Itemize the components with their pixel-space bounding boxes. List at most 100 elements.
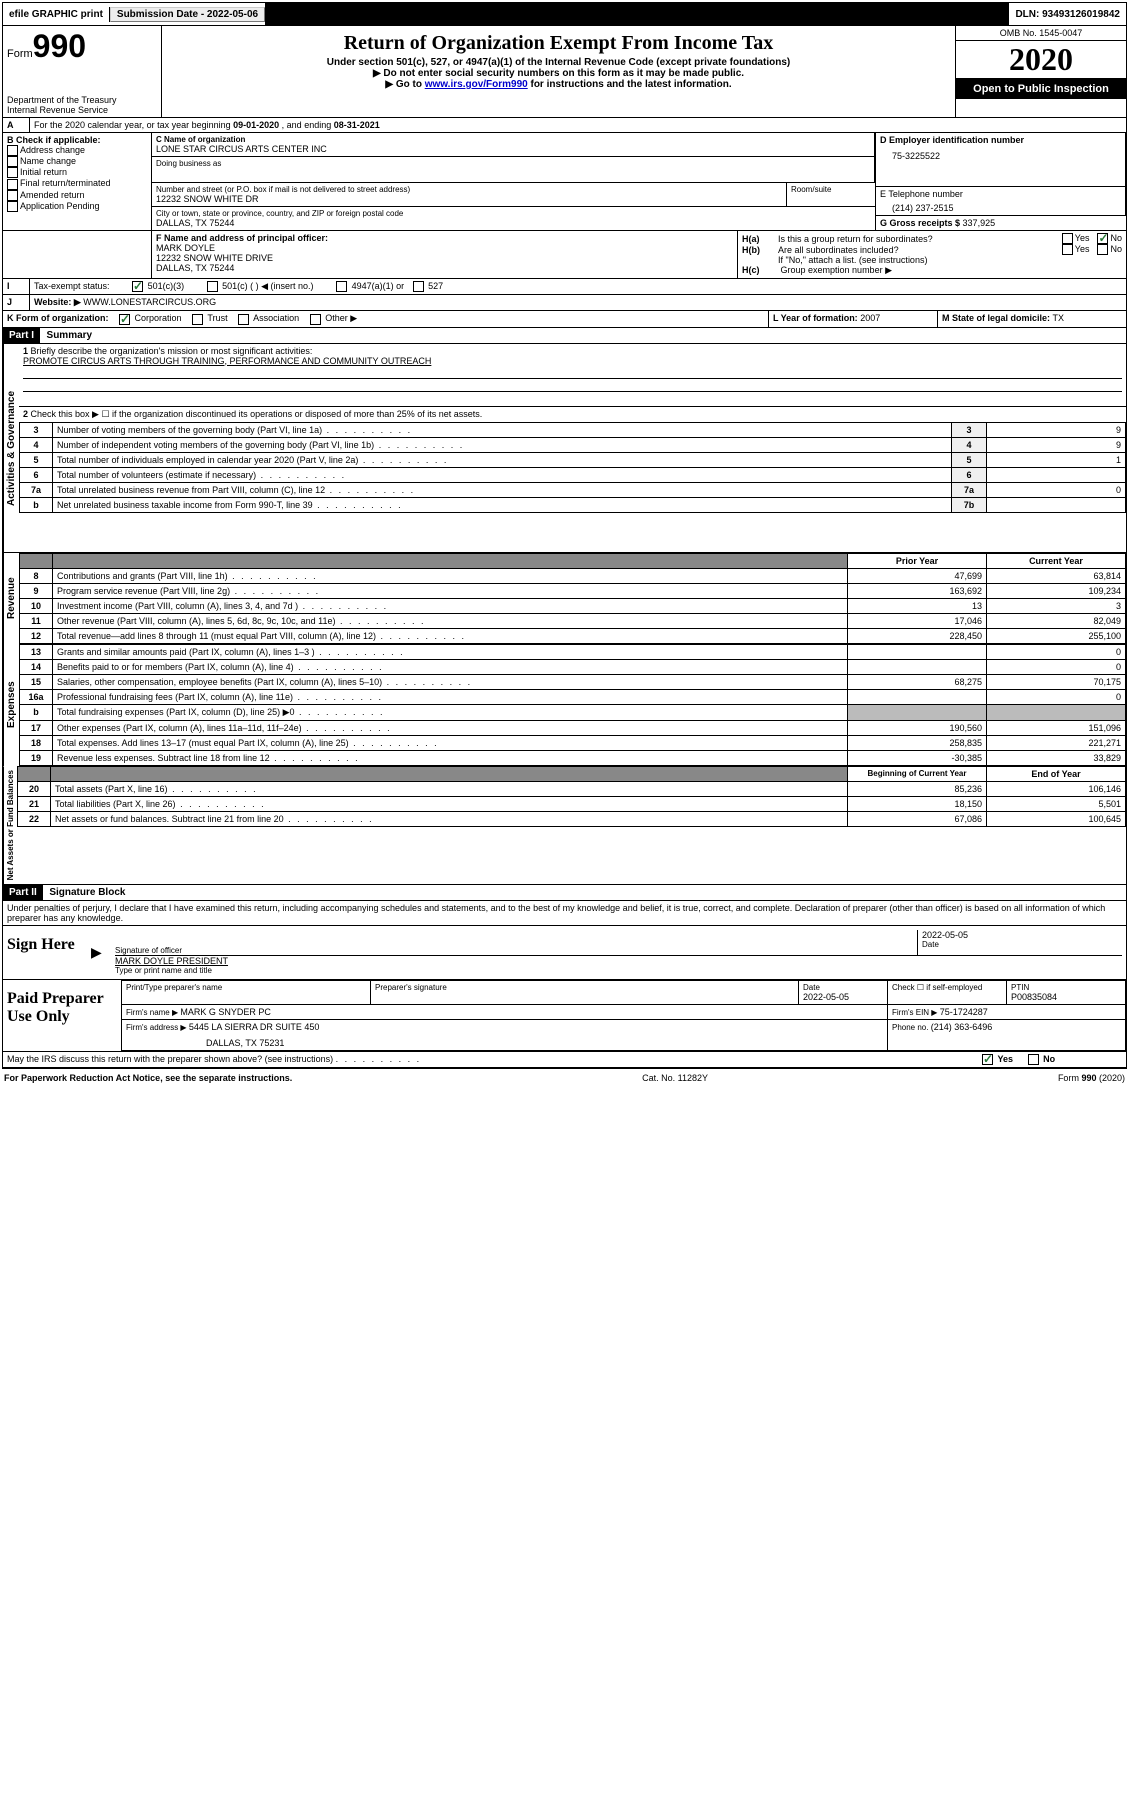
tax-year: 2020 <box>956 41 1126 79</box>
form-title: Return of Organization Exempt From Incom… <box>166 32 951 55</box>
opt-amended-return[interactable]: Amended return <box>7 190 147 201</box>
hb-no[interactable]: No <box>1097 244 1122 255</box>
box-f: F Name and address of principal officer:… <box>152 231 738 278</box>
firm-addr1: 5445 LA SIERRA DR SUITE 450 <box>189 1022 320 1032</box>
prep-sig-label: Preparer's signature <box>375 983 794 992</box>
gross-label: G Gross receipts $ <box>880 218 963 228</box>
part2-header-row: Part II Signature Block <box>3 884 1126 901</box>
line-i: I Tax-exempt status: 501(c)(3) 501(c) ( … <box>3 279 1126 295</box>
ha-no[interactable]: No <box>1097 233 1122 244</box>
discuss-row: May the IRS discuss this return with the… <box>3 1052 1126 1068</box>
opt-4947[interactable]: 4947(a)(1) or <box>336 281 404 291</box>
sig-name: MARK DOYLE PRESIDENT <box>115 956 1122 966</box>
sig-officer-label: Signature of officer <box>115 946 917 955</box>
topbar-spacer <box>265 3 1009 25</box>
tax-status-label: Tax-exempt status: <box>34 281 110 291</box>
current-year-header: Current Year <box>987 553 1126 568</box>
org-form-label: K Form of organization: <box>7 313 109 323</box>
domicile-value: TX <box>1053 313 1065 323</box>
footer-left: For Paperwork Reduction Act Notice, see … <box>4 1073 292 1083</box>
opt-address-change[interactable]: Address change <box>7 145 147 156</box>
table-row: 10Investment income (Part VIII, column (… <box>20 598 1126 613</box>
firm-name: MARK G SNYDER PC <box>180 1007 271 1017</box>
expenses-block: Expenses 13Grants and similar amounts pa… <box>3 644 1126 766</box>
prep-ptin-label: PTIN <box>1011 983 1121 992</box>
submission-date-button[interactable]: Submission Date - 2022-05-06 <box>110 7 265 22</box>
header-left: Form990 Department of the Treasury Inter… <box>3 26 162 117</box>
firm-ein-label: Firm's EIN ▶ <box>892 1008 940 1017</box>
table-row: 13Grants and similar amounts paid (Part … <box>20 644 1126 659</box>
ein-value: 75-3225522 <box>880 145 1121 161</box>
opt-501c3[interactable]: 501(c)(3) <box>132 281 184 291</box>
phone-value: (214) 237-2515 <box>880 199 1121 213</box>
firm-name-label: Firm's name ▶ <box>126 1008 180 1017</box>
website-value: WWW.LONESTARCIRCUS.ORG <box>83 297 216 307</box>
table-row: bNet unrelated business taxable income f… <box>20 497 1126 512</box>
fh-block: F Name and address of principal officer:… <box>3 231 1126 279</box>
opt-assoc[interactable]: Association <box>238 313 299 323</box>
table-row: 11Other revenue (Part VIII, column (A), … <box>20 613 1126 628</box>
org-name-label: C Name of organization <box>156 135 870 144</box>
table-row: 7aTotal unrelated business revenue from … <box>20 482 1126 497</box>
net-vlabel: Net Assets or Fund Balances <box>3 766 17 884</box>
hb-yes[interactable]: Yes <box>1062 244 1090 255</box>
sig-name-label: Type or print name and title <box>115 966 1122 975</box>
prep-check-label: Check ☐ if self-employed <box>892 983 1002 992</box>
perjury-declaration: Under penalties of perjury, I declare th… <box>3 901 1126 926</box>
exp-vlabel: Expenses <box>3 644 19 766</box>
table-row: 17Other expenses (Part IX, column (A), l… <box>20 720 1126 735</box>
room-label: Room/suite <box>791 185 871 194</box>
table-row: 22Net assets or fund balances. Subtract … <box>18 811 1126 826</box>
gross-value: 337,925 <box>963 218 996 228</box>
opt-trust[interactable]: Trust <box>192 313 228 323</box>
officer-addr2: DALLAS, TX 75244 <box>156 263 733 273</box>
discuss-no[interactable]: No <box>1028 1054 1056 1064</box>
ha-label: H(a) <box>742 234 778 244</box>
opt-initial-return[interactable]: Initial return <box>7 167 147 178</box>
ha-yes[interactable]: Yes <box>1062 233 1090 244</box>
officer-label: F Name and address of principal officer: <box>156 233 733 243</box>
revenue-block: Revenue Prior Year Current Year 8Contrib… <box>3 552 1126 644</box>
end-year-header: End of Year <box>987 766 1126 781</box>
firm-ein: 75-1724287 <box>940 1007 988 1017</box>
table-row: 14Benefits paid to or for members (Part … <box>20 659 1126 674</box>
opt-name-change[interactable]: Name change <box>7 156 147 167</box>
l1-num: 1 <box>23 346 28 356</box>
irs-link[interactable]: www.irs.gov/Form990 <box>425 79 528 90</box>
box-b: B Check if applicable: Address change Na… <box>3 133 152 231</box>
form-number: Form990 <box>7 28 157 65</box>
table-row: 4Number of independent voting members of… <box>20 437 1126 452</box>
box-b-label: B Check if applicable: <box>7 135 147 145</box>
phone-label: E Telephone number <box>880 189 1121 199</box>
subtitle-2: ▶ Do not enter social security numbers o… <box>166 68 951 79</box>
header-right: OMB No. 1545-0047 2020 Open to Public In… <box>955 26 1126 117</box>
domicile-label: M State of legal domicile: <box>942 313 1053 323</box>
arrow-icon: ▶ <box>91 944 102 961</box>
website-label: Website: ▶ <box>34 297 81 307</box>
page-footer: For Paperwork Reduction Act Notice, see … <box>0 1071 1129 1085</box>
city-value: DALLAS, TX 75244 <box>156 218 871 228</box>
part1-title: Summary <box>43 328 97 343</box>
discuss-yes[interactable]: Yes <box>982 1054 1013 1064</box>
opt-527[interactable]: 527 <box>413 281 444 291</box>
city-label: City or town, state or province, country… <box>156 209 871 218</box>
footer-right: Form 990 (2020) <box>1058 1073 1125 1083</box>
hb-note: If "No," attach a list. (see instruction… <box>742 255 1122 265</box>
opt-other[interactable]: Other ▶ <box>310 313 357 323</box>
opt-501c[interactable]: 501(c) ( ) ◀ (insert no.) <box>207 281 314 291</box>
table-row: 5Total number of individuals employed in… <box>20 452 1126 467</box>
firm-addr-label: Firm's address ▶ <box>126 1023 189 1032</box>
box-h: H(a) Is this a group return for subordin… <box>738 231 1126 278</box>
prep-ptin: P00835084 <box>1011 992 1121 1002</box>
prior-year-header: Prior Year <box>848 553 987 568</box>
dba-label: Doing business as <box>156 159 870 168</box>
hc-text: Group exemption number ▶ <box>781 265 892 275</box>
form-header: Form990 Department of the Treasury Inter… <box>3 26 1126 118</box>
opt-final-return[interactable]: Final return/terminated <box>7 178 147 189</box>
table-row: 19Revenue less expenses. Subtract line 1… <box>20 750 1126 765</box>
table-row: 3Number of voting members of the governi… <box>20 422 1126 437</box>
opt-corp[interactable]: Corporation <box>119 313 182 323</box>
opt-application-pending[interactable]: Application Pending <box>7 201 147 212</box>
net-block: Net Assets or Fund Balances Beginning of… <box>3 766 1126 884</box>
table-row: 9Program service revenue (Part VIII, lin… <box>20 583 1126 598</box>
